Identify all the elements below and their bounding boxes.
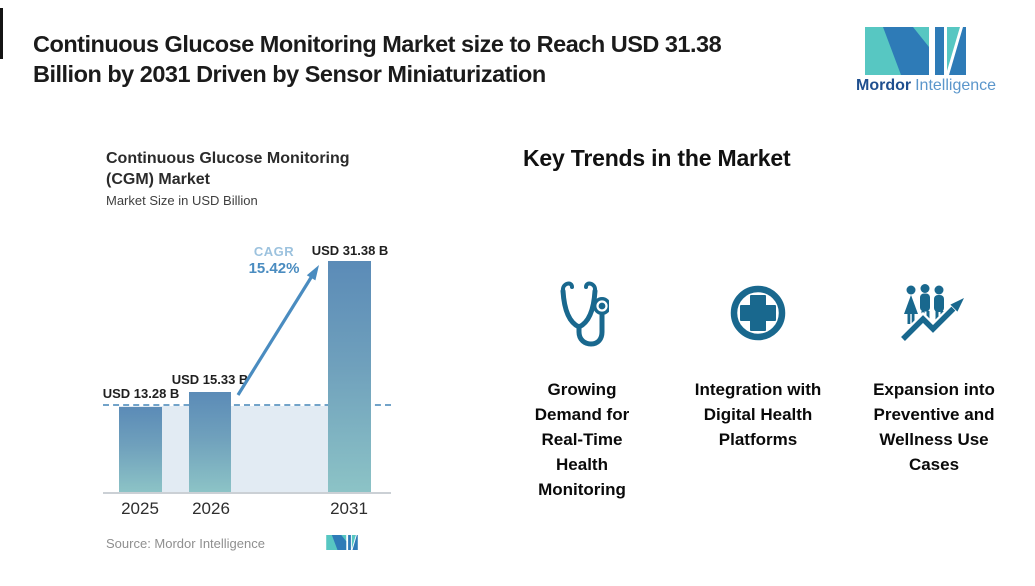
trend-label: Expansion into Preventive and Wellness U… (873, 380, 995, 474)
brand-name-light: Intelligence (915, 77, 997, 94)
trend-label: Growing Demand for Real-Time Health Moni… (534, 380, 630, 499)
cagr-annotation: CAGR 15.42% (236, 244, 312, 277)
x-axis-label-2025: 2025 (121, 499, 159, 518)
stethoscope-icon (487, 279, 677, 347)
cagr-label: CAGR (253, 244, 295, 259)
trends-section-heading: Key Trends in the Market (523, 145, 791, 171)
x-axis-label-2026: 2026 (192, 499, 230, 518)
chart-title-line2: (CGM) Market (106, 171, 211, 188)
trend-item-wellness-expansion: Expansion into Preventive and Wellness U… (839, 279, 1029, 477)
chart-title-line1: Continuous Glucose Monitoring (106, 150, 350, 167)
people-growth-icon (839, 279, 1029, 347)
medical-cross-icon (663, 279, 853, 347)
trend-item-real-time-monitoring: Growing Demand for Real-Time Health Moni… (487, 279, 677, 502)
bar-value-label-2025: USD 13.28 B (102, 386, 180, 401)
bar-value-label-2026: USD 15.33 B (171, 372, 249, 387)
page-title: Continuous Glucose Monitoring Market siz… (33, 29, 823, 89)
cagr-value: 15.42% (248, 260, 300, 277)
brand-name: Mordor Intelligence (856, 77, 996, 95)
left-edge-artifact (0, 8, 3, 59)
chart-subtitle: Market Size in USD Billion (106, 193, 258, 208)
trend-label: Integration with Digital Health Platform… (694, 380, 822, 449)
x-axis-label-2031: 2031 (330, 499, 368, 518)
mordor-mini-logo-icon (326, 535, 358, 555)
source-attribution: Source: Mordor Intelligence (106, 536, 265, 551)
growth-arrow-icon (230, 256, 330, 406)
bar-2031 (328, 261, 371, 492)
bar-2026 (189, 392, 231, 492)
chart-baseline (103, 492, 391, 494)
brand-name-bold: Mordor (856, 77, 912, 94)
chart-title: Continuous Glucose Monitoring (CGM) Mark… (106, 148, 350, 190)
page-title-line1: Continuous Glucose Monitoring Market siz… (33, 31, 722, 57)
bar-2025 (119, 407, 162, 492)
chart-dashed-reference-line (103, 404, 391, 406)
mordor-intelligence-logo-icon (865, 27, 966, 80)
page-title-line2: Billion by 2031 Driven by Sensor Miniatu… (33, 61, 546, 87)
trend-item-digital-health: Integration with Digital Health Platform… (663, 279, 853, 452)
bar-value-label-2031: USD 31.38 B (311, 243, 389, 258)
